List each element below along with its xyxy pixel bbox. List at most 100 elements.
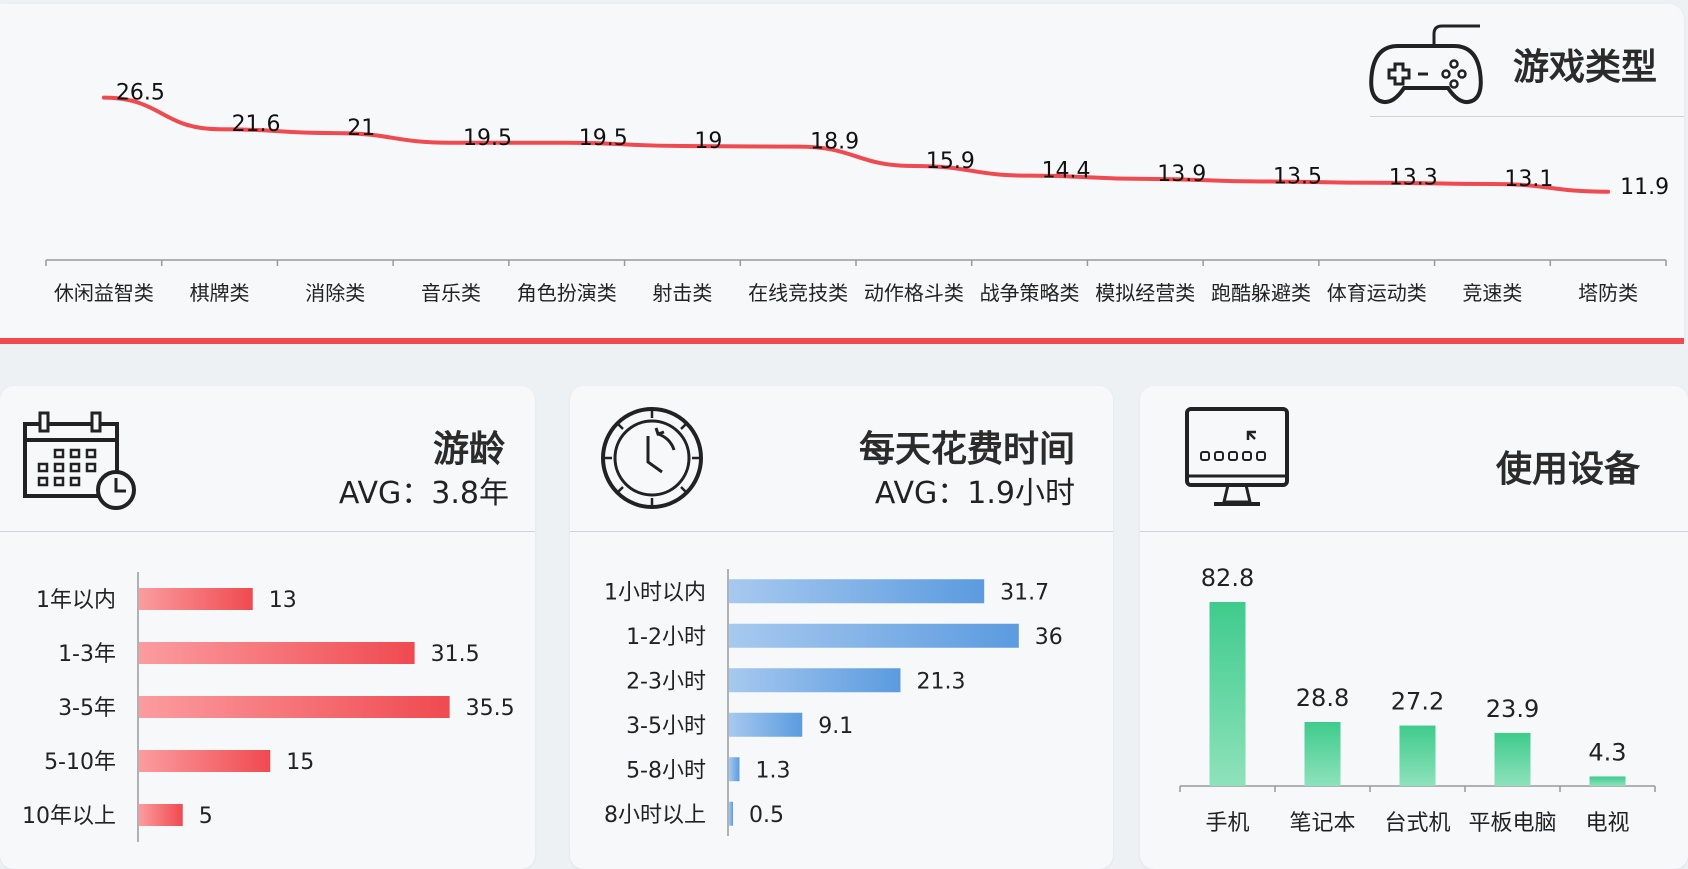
data-label: 15 xyxy=(286,750,314,775)
bar xyxy=(139,750,271,772)
bar xyxy=(729,712,803,737)
bar xyxy=(139,642,415,664)
x-tick-label: 动作格斗类 xyxy=(864,281,964,305)
play-age-bar-chart: 13 1年以内 31.5 1-3年 35.5 3-5年 15 5-10年 5 10年以上 xyxy=(22,572,515,842)
bar xyxy=(1589,776,1626,786)
x-tick-label: 手机 xyxy=(1205,811,1249,836)
x-tick-label: 竞速类 xyxy=(1462,281,1522,305)
data-label: 13.9 xyxy=(1157,162,1206,187)
y-tick-label: 5-10年 xyxy=(44,750,116,775)
x-tick-label: 平板电脑 xyxy=(1468,811,1556,836)
bar xyxy=(1399,725,1436,786)
data-label: 36 xyxy=(1035,625,1063,650)
x-tick-label: 笔记本 xyxy=(1289,811,1355,836)
data-label: 1.3 xyxy=(755,758,790,783)
x-tick-label: 跑酷躲避类 xyxy=(1211,281,1311,305)
data-label: 82.8 xyxy=(1201,564,1254,592)
data-label: 28.8 xyxy=(1296,684,1349,712)
series-line xyxy=(101,95,1611,194)
bar xyxy=(729,801,734,826)
game-type-card: 游戏类型 26.5 休闲益智类 21.6 棋牌类 21 消除类 19.5 音乐类 19.5 角色扮… xyxy=(0,4,1684,342)
x-tick-label: 在线竞技类 xyxy=(748,281,848,305)
y-tick-label: 8小时以上 xyxy=(604,803,706,828)
bar xyxy=(139,588,253,610)
x-tick-label: 射击类 xyxy=(652,281,712,305)
daily-time-avg: AVG：1.9小时 xyxy=(874,476,1075,511)
title-divider xyxy=(1370,116,1684,117)
calendar-clock-icon xyxy=(23,411,136,510)
data-label: 14.4 xyxy=(1042,159,1091,184)
data-label: 31.7 xyxy=(1000,580,1049,605)
data-label: 31.5 xyxy=(431,642,480,667)
x-tick-label: 角色扮演类 xyxy=(517,281,617,305)
y-tick-label: 3-5年 xyxy=(58,696,116,721)
play-age-title: 游龄 xyxy=(432,429,505,470)
game-type-title: 游戏类型 xyxy=(1513,47,1658,88)
device-title: 使用设备 xyxy=(1495,449,1640,490)
data-label: 15.9 xyxy=(926,149,975,174)
bar xyxy=(729,757,740,782)
data-label: 4.3 xyxy=(1588,738,1626,766)
data-label: 9.1 xyxy=(818,714,853,739)
x-tick-label: 台式机 xyxy=(1384,811,1450,836)
x-tick-label: 塔防类 xyxy=(1578,281,1638,305)
bar xyxy=(1494,732,1531,786)
clock-icon xyxy=(601,407,703,509)
y-tick-label: 1年以内 xyxy=(36,588,116,613)
data-label: 19.5 xyxy=(579,126,628,151)
x-tick-label: 音乐类 xyxy=(421,281,481,305)
data-label: 13.5 xyxy=(1273,164,1322,189)
daily-time-title: 每天花费时间 xyxy=(858,429,1075,470)
gamepad-icon xyxy=(1369,24,1483,105)
y-tick-label: 10年以上 xyxy=(22,804,116,829)
bar xyxy=(139,696,450,718)
play-age-avg: AVG：3.8年 xyxy=(338,476,509,511)
bar xyxy=(729,623,1019,648)
data-label: 13 xyxy=(269,588,297,613)
accent-bar xyxy=(0,338,1684,344)
data-label: 19 xyxy=(694,129,722,154)
play-age-card: 游龄 AVG：3.8年 13 1年以内 31.5 1-3年 35.5 3-5年 15 5-10… xyxy=(0,386,535,869)
data-label: 11.9 xyxy=(1620,175,1669,200)
bar xyxy=(139,804,183,826)
data-label: 5 xyxy=(199,804,213,829)
y-tick-label: 3-5小时 xyxy=(626,714,706,739)
data-label: 27.2 xyxy=(1391,688,1444,716)
x-tick-label: 体育运动类 xyxy=(1327,281,1427,305)
device-bar-chart: 82.8 手机 28.8 笔记本 27.2 台式机 23.9 平板电脑 4.3 电视 xyxy=(1179,564,1656,836)
card-divider xyxy=(0,531,535,532)
data-label: 13.3 xyxy=(1389,166,1438,191)
x-tick-label: 电视 xyxy=(1585,811,1629,836)
y-tick-label: 5-8小时 xyxy=(626,758,706,783)
y-tick-label: 1-3年 xyxy=(58,642,116,667)
data-label: 21 xyxy=(347,116,375,141)
daily-time-card: 每天花费时间 AVG：1.9小时 31.7 1小时以内 36 1-2小时 21.3 2-3… xyxy=(570,386,1113,869)
x-tick-label: 战争策略类 xyxy=(980,281,1080,305)
bar xyxy=(729,668,901,693)
x-tick-label: 消除类 xyxy=(305,281,365,305)
data-label: 26.5 xyxy=(116,81,165,106)
game-type-line-chart: 26.5 休闲益智类 21.6 棋牌类 21 消除类 19.5 音乐类 19.5 角色扮演类 19 射… xyxy=(45,81,1669,305)
y-tick-label: 1-2小时 xyxy=(626,625,706,650)
data-label: 35.5 xyxy=(466,696,515,721)
data-label: 19.5 xyxy=(463,126,512,151)
x-tick-label: 休闲益智类 xyxy=(54,281,154,305)
card-divider xyxy=(570,531,1113,532)
card-divider xyxy=(1140,531,1688,532)
data-label: 18.9 xyxy=(810,130,859,155)
daily-time-bar-chart: 31.7 1小时以内 36 1-2小时 21.3 2-3小时 9.1 3-5小时 1.3 5-8小… xyxy=(604,569,1063,836)
y-tick-label: 1小时以内 xyxy=(604,580,706,605)
y-tick-label: 2-3小时 xyxy=(626,669,706,694)
x-tick-label: 棋牌类 xyxy=(190,281,250,305)
data-label: 0.5 xyxy=(749,803,784,828)
data-label: 13.1 xyxy=(1504,167,1553,192)
bar xyxy=(729,579,985,604)
data-label: 21.3 xyxy=(916,669,965,694)
x-tick-label: 模拟经营类 xyxy=(1095,281,1195,305)
data-label: 23.9 xyxy=(1486,695,1539,723)
monitor-icon xyxy=(1185,407,1289,506)
bar xyxy=(1209,602,1246,786)
device-card: 使用设备 82.8 手机 28.8 笔记本 27.2 台式机 23.9 平板电脑 4.3 电视 xyxy=(1140,386,1688,869)
bar xyxy=(1304,722,1341,786)
data-label: 21.6 xyxy=(232,112,281,137)
